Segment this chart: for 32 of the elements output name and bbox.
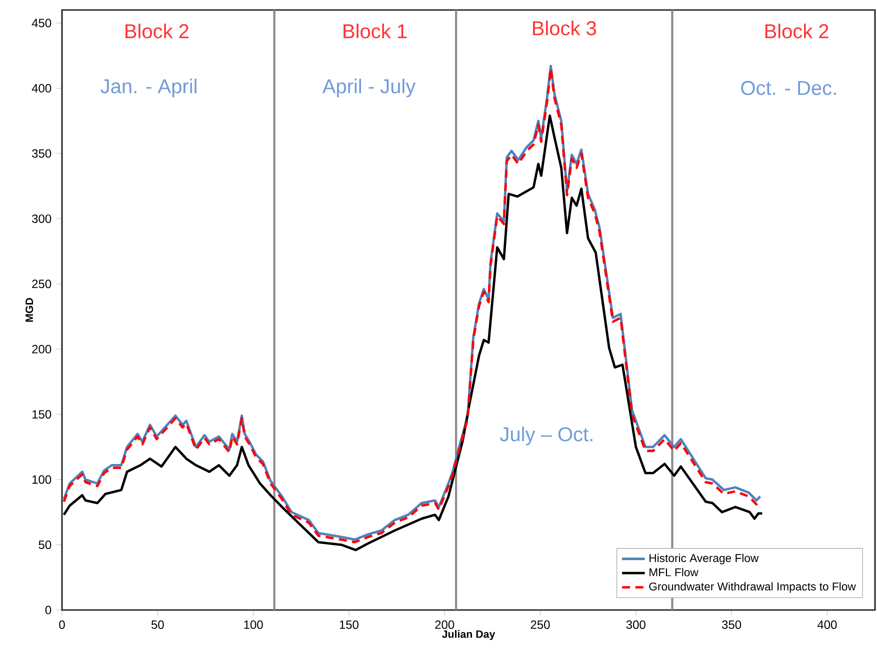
x-axis-title: Julian Day [442,630,496,640]
x-tick-label: 100 [244,620,263,629]
y-tick-label: 400 [32,84,52,93]
y-tick-label: 250 [32,280,52,288]
y-axis-title: MGD [26,298,34,322]
y-tick-label: 200 [32,344,52,354]
annotation: April - July [322,78,416,98]
annotation: Block 2 [765,24,828,38]
y-tick-label: 300 [32,214,52,223]
x-tick-label: 0 [59,620,65,629]
x-tick-label: 400 [817,620,837,629]
legend-label: Historic Average Flow [650,554,759,564]
x-tick-label: 350 [722,620,742,629]
y-tick-label: 0 [45,606,52,614]
x-tick-label: 150 [340,620,358,629]
annotation: Oct. - Dec. [741,80,836,96]
legend-label: Groundwater Withdrawal Impacts to Flow [649,582,856,593]
annotation: Block 1 [344,24,407,38]
x-tick-label: 50 [151,620,164,629]
legend-label: MFL Flow [650,568,698,576]
x-tick-label: 250 [530,620,550,629]
x-tick-label: 300 [626,620,646,629]
annotation: Jan. - April [100,78,196,98]
y-tick-label: 350 [32,149,52,158]
x-tick-label: 200 [435,620,454,629]
annotation: Block 2 [126,24,188,38]
y-tick-label: 50 [38,540,52,550]
y-tick-label: 450 [32,18,52,28]
y-tick-label: 100 [32,475,52,484]
annotation: Block 3 [532,20,596,36]
y-tick-label: 150 [32,410,52,419]
annotation: July – Oct. [500,426,592,446]
